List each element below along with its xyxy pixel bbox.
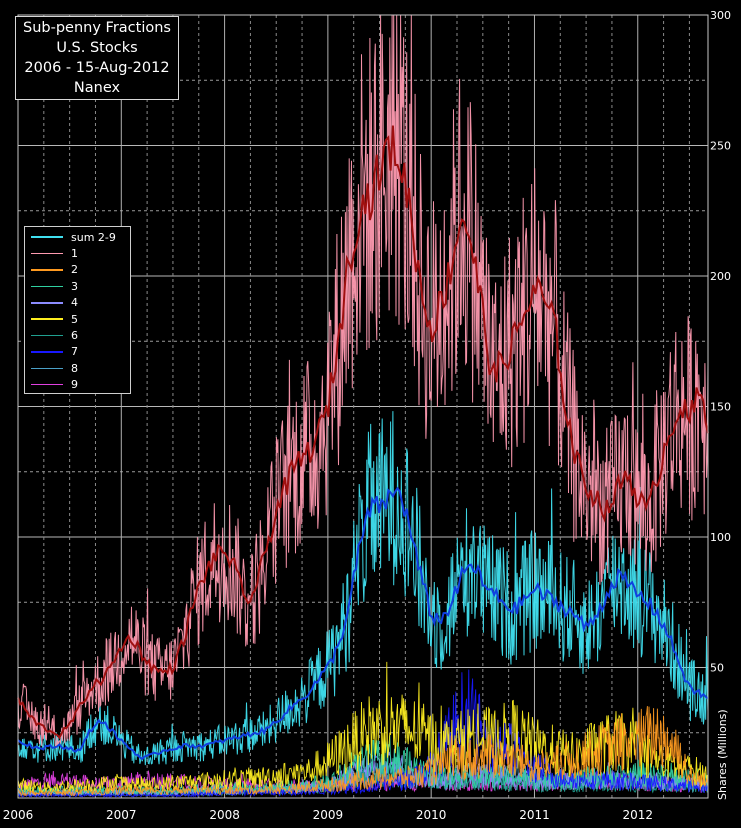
legend-item: sum 2-9 (25, 229, 130, 245)
legend-label: 1 (71, 247, 78, 261)
title-line-4: Nanex (73, 80, 121, 96)
legend-item: 1 (25, 245, 130, 261)
series-mean-1 (17, 125, 709, 740)
legend-item: 5 (25, 311, 130, 327)
chart-legend: sum 2-9 1 2 3 4 5 6 7 8 9 (24, 226, 131, 394)
legend-swatch (31, 269, 63, 271)
legend-label: sum 2-9 (71, 230, 116, 244)
legend-swatch (31, 367, 63, 370)
y-tick-label: 150 (710, 401, 731, 414)
y-tick-label: 300 (710, 9, 731, 22)
legend-item: 7 (25, 344, 130, 360)
y-tick-label: 50 (710, 662, 724, 675)
legend-swatch (31, 383, 63, 386)
legend-swatch (31, 285, 63, 288)
legend-label: 6 (71, 329, 78, 343)
x-tick-label: 2008 (209, 808, 240, 822)
legend-item: 3 (25, 278, 130, 294)
x-tick-label: 2009 (313, 808, 344, 822)
series-line-5 (17, 661, 709, 794)
legend-label: 4 (71, 296, 78, 310)
legend-swatch (31, 302, 63, 304)
mean-layer (17, 125, 709, 761)
plot-frame (17, 14, 709, 799)
legend-swatch (31, 252, 63, 255)
x-tick-label: 2010 (416, 808, 447, 822)
legend-label: 7 (71, 345, 78, 359)
legend-label: 8 (71, 361, 78, 375)
series-layer (17, 14, 709, 799)
legend-swatch (31, 318, 63, 320)
series-line-sum-2-9 (17, 411, 709, 766)
legend-label: 9 (71, 378, 78, 392)
chart-axes: 2006 2007 2008 2009 2010 2011 2012 50 100 150 200 2… (3, 9, 731, 822)
y-axis-label: Shares (Millions) (716, 709, 729, 800)
series-line-1 (17, 14, 709, 750)
x-tick-label: 2006 (3, 808, 34, 822)
title-line-1: Sub-penny Fractions (23, 20, 171, 36)
legend-item: 9 (25, 377, 130, 393)
series-mean-sum-2-9 (17, 486, 709, 761)
legend-swatch (31, 334, 63, 337)
series-line-2 (17, 706, 709, 798)
legend-swatch (31, 236, 63, 238)
x-tick-label: 2012 (622, 808, 653, 822)
legend-label: 5 (71, 312, 78, 326)
y-tick-label: 250 (710, 140, 731, 153)
legend-item: 6 (25, 327, 130, 343)
y-tick-label: 200 (710, 270, 731, 283)
legend-item: 2 (25, 262, 130, 278)
x-tick-label: 2011 (519, 808, 550, 822)
legend-item: 8 (25, 360, 130, 376)
legend-swatch (31, 351, 63, 353)
legend-label: 2 (71, 263, 78, 277)
title-line-3: 2006 - 15-Aug-2012 (24, 60, 170, 76)
legend-label: 3 (71, 279, 78, 293)
y-tick-label: 100 (710, 531, 731, 544)
x-tick-label: 2007 (106, 808, 137, 822)
legend-item: 4 (25, 295, 130, 311)
title-line-2: U.S. Stocks (56, 40, 138, 56)
chart-title-box: Sub-penny Fractions U.S. Stocks 2006 - 1… (15, 16, 179, 100)
